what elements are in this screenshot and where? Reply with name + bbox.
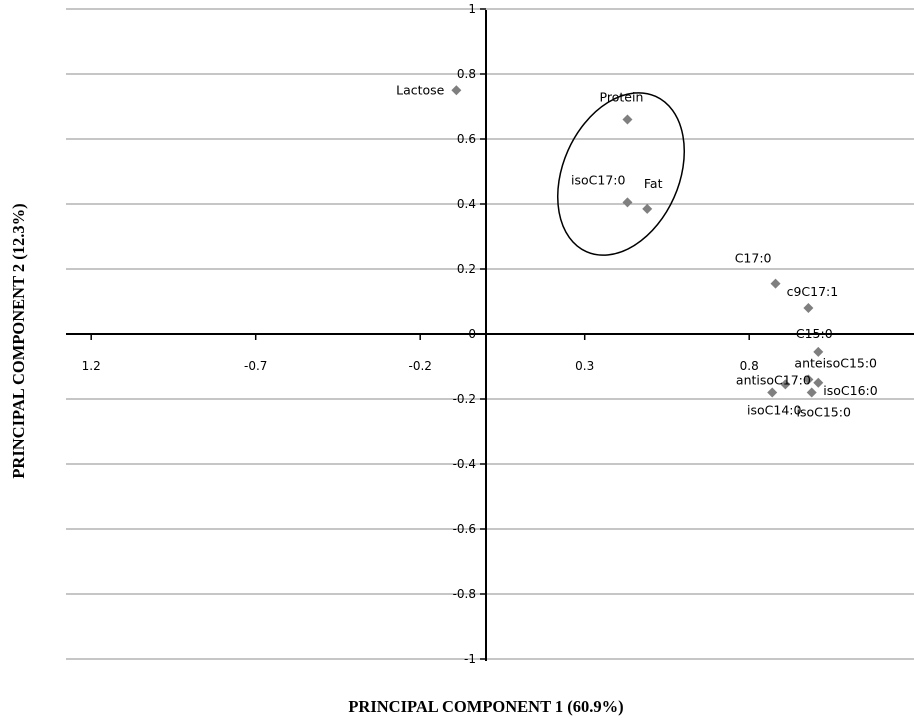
y-tick-label: -0.4 bbox=[453, 457, 476, 471]
y-axis-title: PRINCIPAL COMPONENT 2 (12.3%) bbox=[9, 203, 28, 478]
data-point-marker bbox=[767, 387, 778, 398]
data-point-label: C17:0 bbox=[735, 251, 772, 266]
y-tick-label: 0.8 bbox=[457, 67, 476, 81]
data-point-marker bbox=[642, 203, 653, 214]
x-tick-label: 1.2 bbox=[82, 359, 101, 373]
y-tick-label: 0 bbox=[468, 327, 476, 341]
y-ticks: 1 0.8 0.6 0.4 0.2 0 -0.2 -0.4 -0.6 -0.8 -1 bbox=[453, 2, 486, 666]
y-tick-label: -0.2 bbox=[453, 392, 476, 406]
cluster-ellipse bbox=[556, 92, 686, 256]
data-point-label: c9C17:1 bbox=[787, 284, 839, 299]
data-point-marker bbox=[451, 85, 462, 96]
data-point-label: Protein bbox=[600, 90, 644, 105]
data-point-marker bbox=[813, 377, 824, 388]
data-point-marker bbox=[622, 114, 633, 125]
data-point-label: anteisoC15:0 bbox=[794, 356, 877, 371]
data-point-marker bbox=[806, 387, 817, 398]
data-point-label: Lactose bbox=[396, 82, 445, 97]
y-tick-label: 0.4 bbox=[457, 197, 476, 211]
annotation-group bbox=[556, 92, 686, 256]
x-tick-label: -0.2 bbox=[408, 359, 431, 373]
data-point-label: antisoC17:0 bbox=[736, 372, 811, 387]
data-point-marker bbox=[622, 197, 633, 208]
x-tick-label: 0.3 bbox=[575, 359, 594, 373]
data-point-marker bbox=[780, 379, 791, 390]
gridlines bbox=[66, 8, 914, 660]
x-axis-title: PRINCIPAL COMPONENT 1 (60.9%) bbox=[348, 697, 623, 716]
y-tick-label: 0.2 bbox=[457, 262, 476, 276]
data-point-marker bbox=[813, 346, 824, 357]
point-labels: Lactose Protein isoC17:0 Fat C17:0 c9C17:1 C15… bbox=[396, 82, 878, 419]
data-point-label: Fat bbox=[644, 176, 663, 191]
x-ticks: 1.2 -0.7 -0.2 0.3 0.8 bbox=[82, 334, 759, 373]
data-point-marker bbox=[803, 374, 814, 385]
y-tick-label: -0.6 bbox=[453, 522, 476, 536]
data-point-marker bbox=[770, 278, 781, 289]
data-point-label: isoC17:0 bbox=[571, 172, 625, 187]
y-tick-label: 1 bbox=[468, 2, 476, 16]
y-tick-label: 0.6 bbox=[457, 132, 476, 146]
data-point-label: isoC14:0 bbox=[747, 403, 801, 418]
data-point-label: C15:0 bbox=[796, 326, 833, 341]
data-point-label: isoC15:0 bbox=[796, 405, 850, 420]
axes bbox=[66, 10, 914, 661]
y-tick-label: -0.8 bbox=[453, 587, 476, 601]
data-point-label: isoC16:0 bbox=[823, 383, 877, 398]
data-points bbox=[451, 85, 824, 398]
x-tick-label: 0.8 bbox=[740, 359, 759, 373]
x-tick-label: -0.7 bbox=[244, 359, 267, 373]
y-tick-label: -1 bbox=[464, 652, 476, 666]
data-point-marker bbox=[803, 303, 814, 313]
